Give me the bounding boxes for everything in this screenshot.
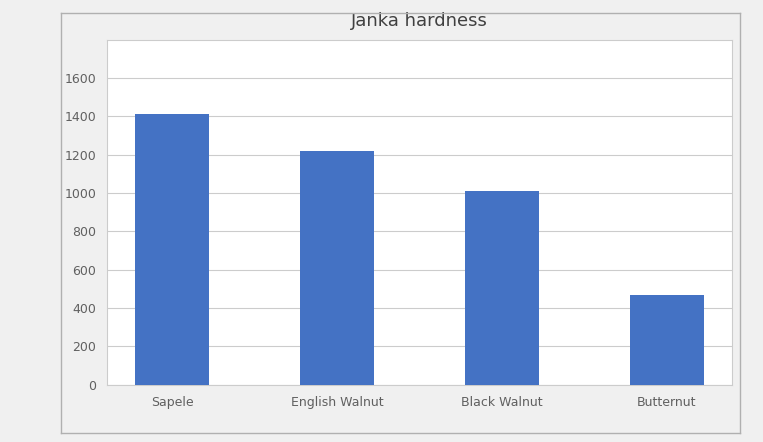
Bar [300,151,375,385]
Bar [465,191,539,385]
Bar [135,114,210,385]
Bar [629,294,704,385]
Title: Janka hardness: Janka hardness [351,12,488,30]
